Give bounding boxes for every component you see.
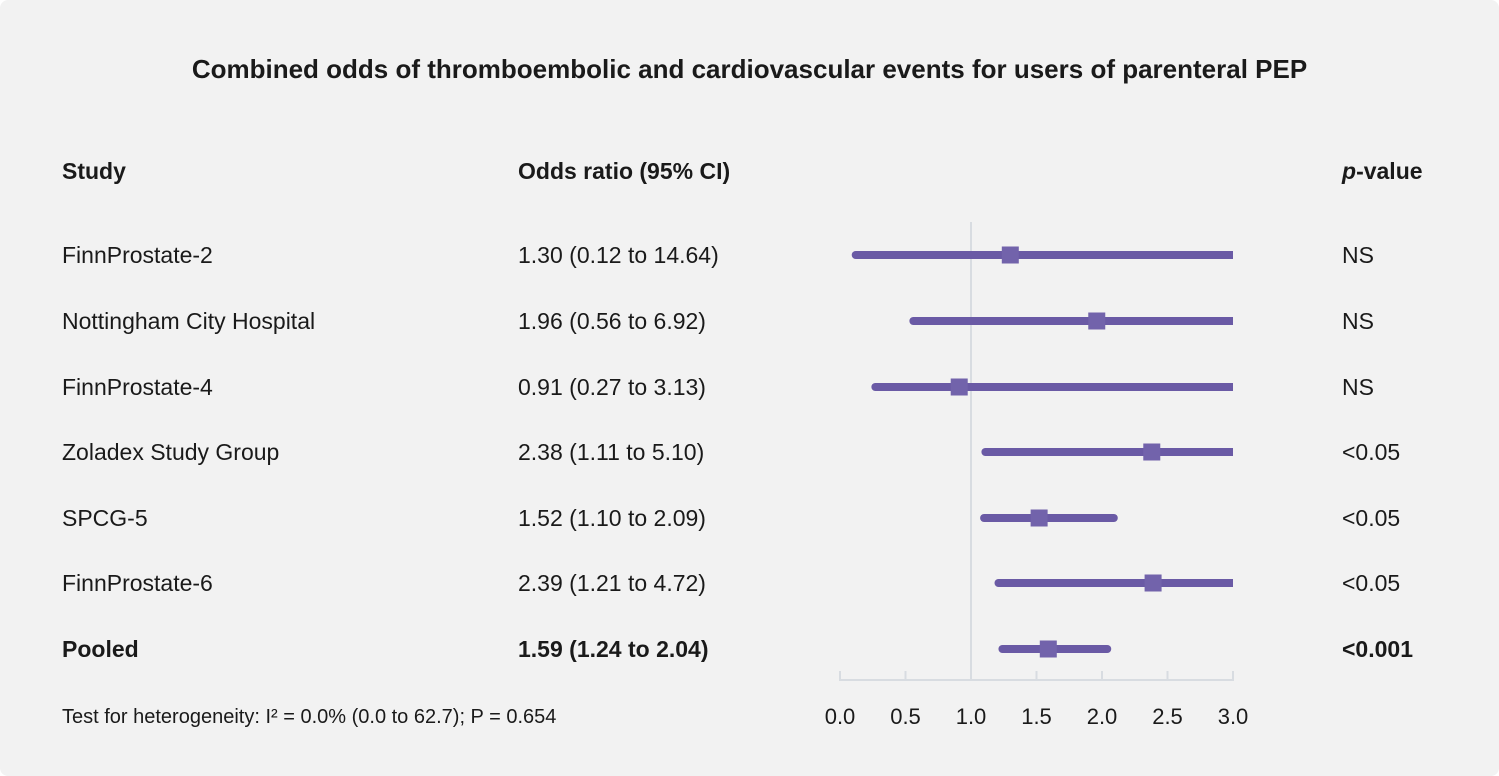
odds-ratio-ci: 1.96 (0.56 to 6.92) xyxy=(518,308,706,334)
table-row: SPCG-5 1.52 (1.10 to 2.09) <0.05 xyxy=(0,502,1499,534)
table-row: FinnProstate-6 2.39 (1.21 to 4.72) <0.05 xyxy=(0,567,1499,599)
p-value: NS xyxy=(1342,374,1374,400)
table-row: Nottingham City Hospital 1.96 (0.56 to 6… xyxy=(0,305,1499,337)
chart-title: Combined odds of thromboembolic and card… xyxy=(191,54,1308,84)
odds-ratio-ci: 0.91 (0.27 to 3.13) xyxy=(518,374,706,400)
column-header-study: Study xyxy=(62,158,126,184)
axis-tick-label: 1.5 xyxy=(1021,704,1052,729)
study-name: Zoladex Study Group xyxy=(62,439,280,465)
odds-ratio-ci: 1.59 (1.24 to 2.04) xyxy=(518,636,709,662)
p-value: NS xyxy=(1342,242,1374,268)
p-value-header-rest: -value xyxy=(1356,158,1423,184)
study-name: Nottingham City Hospital xyxy=(62,308,316,334)
table-row: FinnProstate-2 1.30 (0.12 to 14.64) NS xyxy=(0,239,1499,271)
axis-tick-label: 0.0 xyxy=(825,704,856,729)
p-value: <0.05 xyxy=(1342,505,1401,531)
odds-ratio-ci: 1.30 (0.12 to 14.64) xyxy=(518,242,719,268)
column-header-p-value: p-value xyxy=(1342,155,1423,187)
study-name: FinnProstate-6 xyxy=(62,570,213,596)
axis-tick-label: 1.0 xyxy=(956,704,987,729)
axis-tick-label: 2.0 xyxy=(1087,704,1118,729)
table-row: Zoladex Study Group 2.38 (1.11 to 5.10) … xyxy=(0,436,1499,468)
p-value: <0.001 xyxy=(1342,636,1413,662)
p-value-header-italic-p: p xyxy=(1342,158,1357,184)
study-name: Pooled xyxy=(62,636,139,662)
odds-ratio-ci: 1.52 (1.10 to 2.09) xyxy=(518,505,706,531)
p-value: <0.05 xyxy=(1342,439,1401,465)
table-row: FinnProstate-4 0.91 (0.27 to 3.13) NS xyxy=(0,371,1499,403)
p-value: NS xyxy=(1342,308,1374,334)
axis-tick-label: 0.5 xyxy=(890,704,921,729)
odds-ratio-ci: 2.38 (1.11 to 5.10) xyxy=(518,439,705,465)
odds-ratio-ci: 2.39 (1.21 to 4.72) xyxy=(518,570,706,596)
p-value: <0.05 xyxy=(1342,570,1401,596)
table-row: Pooled 1.59 (1.24 to 2.04) <0.001 xyxy=(0,633,1499,665)
axis-tick-label: 2.5 xyxy=(1152,704,1183,729)
study-name: FinnProstate-4 xyxy=(62,374,213,400)
column-header-odds-ratio: Odds ratio (95% CI) xyxy=(518,158,731,184)
axis-tick-label: 3.0 xyxy=(1218,704,1249,729)
heterogeneity-note: Test for heterogeneity: I² = 0.0% (0.0 t… xyxy=(62,706,557,728)
study-name: FinnProstate-2 xyxy=(62,242,213,268)
study-name: SPCG-5 xyxy=(62,505,148,531)
